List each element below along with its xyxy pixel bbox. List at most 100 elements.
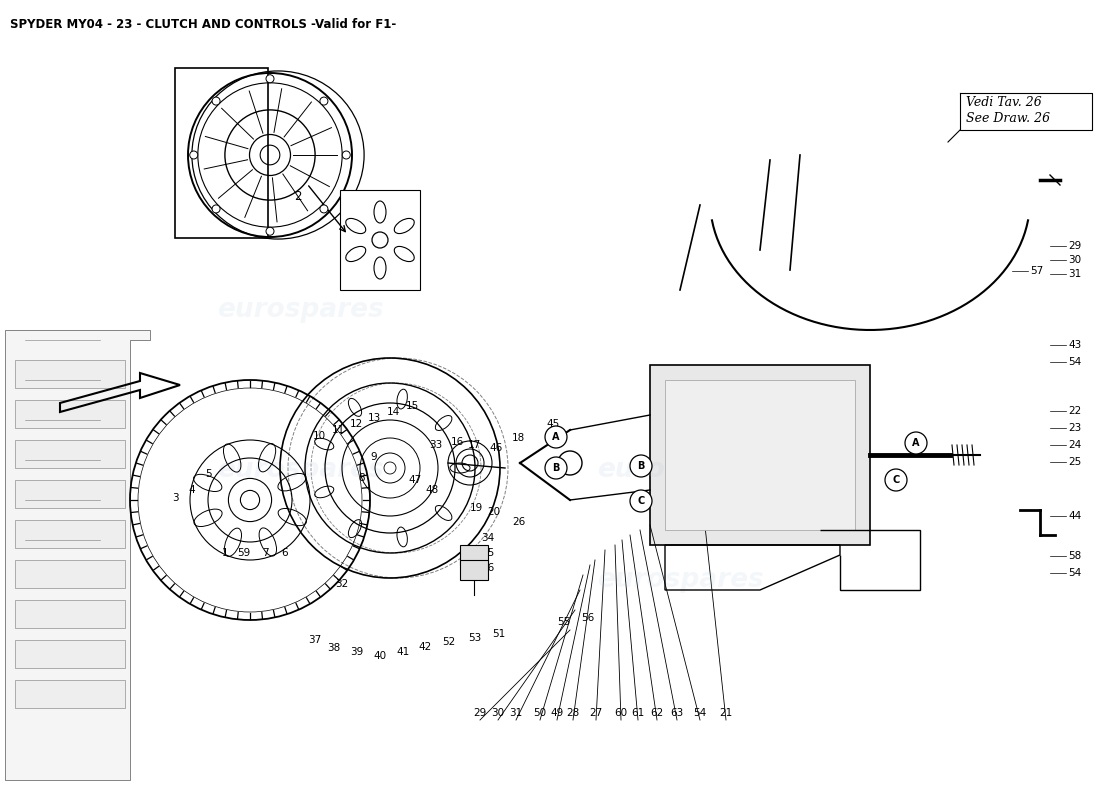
Text: 13: 13 [367, 413, 381, 423]
Text: 26: 26 [513, 517, 526, 527]
Text: 47: 47 [408, 475, 421, 485]
Text: 54: 54 [1068, 568, 1081, 578]
Circle shape [212, 97, 220, 105]
Bar [15, 360, 125, 388]
Circle shape [266, 227, 274, 235]
Text: 31: 31 [1068, 269, 1081, 279]
Text: 30: 30 [1068, 255, 1081, 265]
Bar [340, 190, 420, 290]
Text: 40: 40 [373, 651, 386, 661]
Text: eurospares: eurospares [217, 457, 384, 483]
Text: 1: 1 [222, 548, 229, 558]
Text: 38: 38 [328, 643, 341, 653]
Text: 61: 61 [631, 708, 645, 718]
Text: See Draw. 26: See Draw. 26 [966, 112, 1050, 125]
Text: C: C [637, 496, 645, 506]
Text: B: B [637, 461, 645, 471]
Text: 32: 32 [336, 579, 349, 589]
Text: A: A [552, 432, 560, 442]
Text: 7: 7 [262, 548, 268, 558]
Text: 20: 20 [487, 507, 500, 517]
Bar [15, 520, 125, 548]
Circle shape [320, 97, 328, 105]
Text: 29: 29 [473, 708, 486, 718]
Text: 18: 18 [512, 433, 525, 443]
Circle shape [886, 469, 907, 491]
Text: 45: 45 [547, 419, 560, 429]
Bar [650, 365, 870, 545]
Text: 53: 53 [469, 633, 482, 643]
Text: SPYDER MY04 - 23 - CLUTCH AND CONTROLS -Valid for F1-: SPYDER MY04 - 23 - CLUTCH AND CONTROLS -… [10, 18, 396, 31]
Text: 9: 9 [371, 452, 377, 462]
Polygon shape [6, 330, 150, 780]
Text: 39: 39 [351, 647, 364, 657]
Circle shape [189, 151, 198, 159]
Text: 23: 23 [1068, 423, 1081, 433]
Text: 28: 28 [566, 708, 580, 718]
Text: 46: 46 [490, 443, 503, 453]
Bar [460, 560, 488, 580]
Circle shape [342, 151, 350, 159]
Text: 52: 52 [442, 637, 455, 647]
Circle shape [266, 74, 274, 82]
Text: 24: 24 [1068, 440, 1081, 450]
Text: 54: 54 [693, 708, 706, 718]
Text: 3: 3 [172, 493, 178, 503]
Bar [15, 560, 125, 588]
Text: eurospares: eurospares [217, 297, 384, 323]
Text: 44: 44 [1068, 511, 1081, 521]
Circle shape [212, 205, 220, 213]
Text: 42: 42 [418, 642, 431, 652]
Text: 5: 5 [205, 469, 211, 479]
Text: 37: 37 [308, 635, 321, 645]
Text: 57: 57 [1030, 266, 1043, 276]
Text: 2: 2 [295, 190, 301, 202]
Text: 49: 49 [550, 708, 563, 718]
Text: 48: 48 [426, 485, 439, 495]
Circle shape [630, 455, 652, 477]
Bar [15, 680, 125, 708]
Circle shape [630, 490, 652, 512]
Text: 4: 4 [189, 485, 196, 495]
Bar [15, 440, 125, 468]
Text: 35: 35 [482, 548, 495, 558]
Text: 27: 27 [590, 708, 603, 718]
Text: B: B [552, 463, 560, 473]
Circle shape [544, 426, 566, 448]
Bar [15, 400, 125, 428]
Text: 60: 60 [615, 708, 628, 718]
Text: 6: 6 [282, 548, 288, 558]
Text: 41: 41 [396, 647, 409, 657]
Text: eurospares: eurospares [596, 567, 763, 593]
Bar [666, 380, 855, 530]
Text: 50: 50 [534, 708, 547, 718]
Text: 56: 56 [582, 613, 595, 623]
Bar [15, 480, 125, 508]
Bar [15, 640, 125, 668]
Circle shape [320, 205, 328, 213]
Bar [460, 545, 488, 565]
Text: 54: 54 [1068, 357, 1081, 367]
Text: eurospares: eurospares [596, 457, 763, 483]
Text: A: A [912, 438, 920, 448]
Circle shape [544, 457, 566, 479]
Text: 36: 36 [482, 563, 495, 573]
Text: 17: 17 [468, 440, 481, 450]
Text: 59: 59 [238, 548, 251, 558]
Text: 15: 15 [406, 401, 419, 411]
Text: C: C [892, 475, 900, 485]
Text: 30: 30 [492, 708, 505, 718]
Text: 62: 62 [650, 708, 663, 718]
Text: 31: 31 [509, 708, 522, 718]
Circle shape [905, 432, 927, 454]
Text: 21: 21 [719, 708, 733, 718]
Bar [15, 600, 125, 628]
Text: 34: 34 [482, 533, 495, 543]
Text: Vedi Tav. 26: Vedi Tav. 26 [966, 96, 1042, 109]
Text: 22: 22 [1068, 406, 1081, 416]
Text: 58: 58 [1068, 551, 1081, 561]
Text: 63: 63 [670, 708, 683, 718]
Text: 29: 29 [1068, 241, 1081, 251]
Text: 33: 33 [429, 440, 442, 450]
Text: 11: 11 [331, 425, 344, 435]
